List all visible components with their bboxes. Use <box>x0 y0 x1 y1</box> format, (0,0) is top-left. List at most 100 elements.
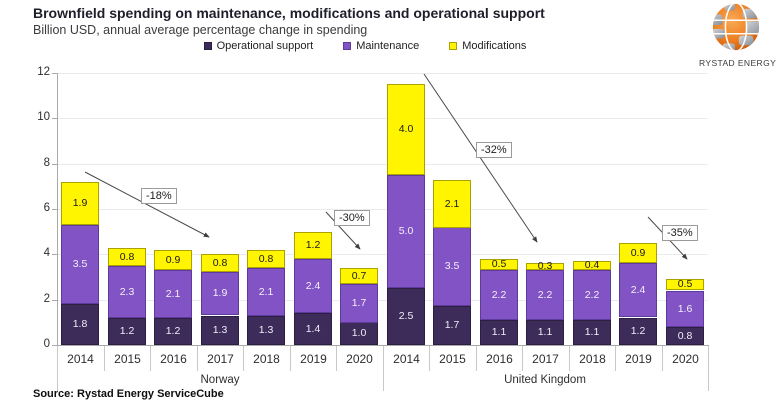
bar-value-label: 2.1 <box>444 197 460 210</box>
bar-value-label: 1.2 <box>630 325 646 337</box>
bar-value-label: 0.8 <box>258 252 274 265</box>
bar-value-label: 0.3 <box>537 260 553 272</box>
x-tick-label-year: 2014 <box>393 352 420 366</box>
year-separator <box>150 346 151 371</box>
legend-label: Operational support <box>216 40 314 52</box>
bar-value-label: 2.4 <box>630 283 646 296</box>
bar-value-label: 2.4 <box>305 279 321 292</box>
bar-value-label: 0.8 <box>677 329 693 342</box>
bar-segment: 1.1 <box>573 320 611 345</box>
legend-item-operational-support: Operational support <box>203 40 314 52</box>
bar-segment: 1.2 <box>294 232 332 259</box>
bar-segment: 2.4 <box>294 259 332 313</box>
bar-value-label: 1.2 <box>305 239 321 251</box>
bar-segment: 0.5 <box>666 279 704 290</box>
bar-segment: 1.2 <box>154 318 192 345</box>
x-tick-label-year: 2019 <box>625 352 652 366</box>
bar-value-label: 1.2 <box>165 325 181 337</box>
bar-value-label: 0.9 <box>165 253 181 266</box>
annotation-uk-35pct: -35% <box>662 225 698 241</box>
group-separator <box>383 346 384 391</box>
x-tick-label-year: 2020 <box>346 352 373 366</box>
y-tick-label: 10 <box>37 111 50 123</box>
bar-value-label: 1.9 <box>72 197 88 209</box>
bar-segment: 0.5 <box>480 259 518 270</box>
legend-item-modifications: Modifications <box>449 40 526 52</box>
bar-value-label: 0.8 <box>119 250 135 263</box>
legend-swatch-modifications <box>449 42 458 50</box>
bar-segment: 0.4 <box>573 260 611 271</box>
year-separator <box>615 346 616 371</box>
legend-item-maintenance: Maintenance <box>343 40 419 52</box>
bar-segment: 1.3 <box>201 316 239 345</box>
y-tick-label: 2 <box>43 293 50 305</box>
year-separator <box>662 346 663 371</box>
bar-segment: 1.2 <box>108 318 146 345</box>
chart-subtitle: Billion USD, annual average percentage c… <box>33 23 368 37</box>
bar-segment: 0.3 <box>526 260 564 272</box>
x-axis-line <box>57 345 709 346</box>
x-tick-label-year: 2015 <box>114 352 141 366</box>
y-tick-mark <box>52 73 57 74</box>
y-tick-mark <box>52 118 57 119</box>
x-tick-label-year: 2014 <box>67 352 94 366</box>
bar-segment: 0.9 <box>154 250 192 270</box>
bar-value-label: 0.7 <box>351 269 367 282</box>
bar-value-label: 1.3 <box>258 324 274 336</box>
bar-segment: 0.8 <box>666 327 704 345</box>
gridline <box>58 254 708 255</box>
bar-segment: 1.3 <box>247 316 285 345</box>
bar-segment: 0.8 <box>108 248 146 266</box>
y-tick-mark <box>52 300 57 301</box>
group-label-norway: Norway <box>200 374 240 386</box>
bar-segment: 1.9 <box>201 272 239 315</box>
bar-segment: 0.9 <box>619 243 657 263</box>
bar-segment: 0.8 <box>247 250 285 268</box>
y-tick-mark <box>52 164 57 165</box>
bar-value-label: 2.1 <box>165 287 181 300</box>
y-tick-mark <box>52 345 57 346</box>
bar-segment: 2.2 <box>480 270 518 320</box>
bar-value-label: 0.8 <box>212 256 228 269</box>
bar-segment: 5.0 <box>387 175 425 288</box>
x-tick-label-year: 2020 <box>672 352 699 366</box>
bar-value-label: 1.0 <box>351 327 367 339</box>
group-separator <box>708 346 709 391</box>
gridline <box>58 118 708 119</box>
x-tick-label-year: 2015 <box>439 352 466 366</box>
bar-value-label: 0.5 <box>491 258 507 270</box>
bar-value-label: 2.1 <box>258 285 274 298</box>
y-tick-label: 0 <box>43 338 50 350</box>
bar-value-label: 1.2 <box>119 325 135 337</box>
bar-value-label: 1.7 <box>444 319 460 331</box>
bar-value-label: 2.2 <box>537 288 553 301</box>
y-tick-label: 8 <box>43 157 50 169</box>
year-separator <box>290 346 291 371</box>
source-note: Source: Rystad Energy ServiceCube <box>33 388 224 400</box>
x-tick-label-year: 2016 <box>486 352 513 366</box>
bar-value-label: 1.9 <box>212 287 228 299</box>
bar-value-label: 2.2 <box>491 288 507 301</box>
bar-segment: 1.0 <box>340 322 378 345</box>
legend-label: Maintenance <box>356 40 420 52</box>
bar-segment: 1.4 <box>294 313 332 345</box>
bar-value-label: 2.5 <box>398 310 414 322</box>
x-tick-label-year: 2019 <box>300 352 327 366</box>
annotation-uk-32pct: -32% <box>476 142 512 158</box>
y-tick-mark <box>52 209 57 210</box>
bar-segment: 1.7 <box>340 284 378 323</box>
bar-segment: 3.5 <box>433 227 471 306</box>
rystad-logo: RYSTAD ENERGY <box>699 2 776 68</box>
x-tick-label-year: 2018 <box>579 352 606 366</box>
bar-segment: 4.0 <box>387 84 425 175</box>
year-separator <box>429 346 430 371</box>
bar-value-label: 1.1 <box>584 326 600 338</box>
bar-segment: 1.1 <box>526 320 564 345</box>
bar-value-label: 1.1 <box>491 326 507 338</box>
annotation-norway-18pct: -18% <box>141 188 177 204</box>
gridline <box>58 73 708 74</box>
bar-value-label: 1.7 <box>351 297 367 309</box>
legend-swatch-operational-support <box>203 42 212 50</box>
bar-value-label: 0.5 <box>677 278 693 290</box>
